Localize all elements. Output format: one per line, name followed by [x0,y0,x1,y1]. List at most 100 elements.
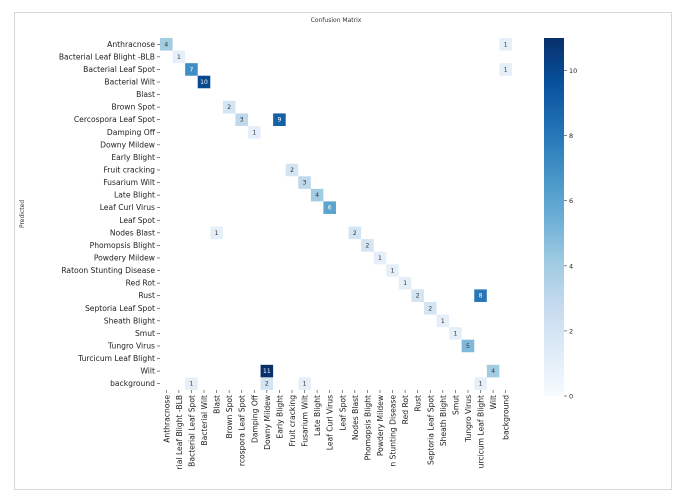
y-tick-label: Fruit cracking [103,165,155,174]
cell-value-label: 1 [403,280,407,287]
cell-value-label: 8 [479,293,483,300]
y-tick-label: Smut [135,329,155,338]
cell-value-label: 9 [278,117,282,124]
cell-value-label: 11 [263,368,271,375]
heatmap-cell [285,163,299,177]
x-tick-label: Tungro Virus [464,395,473,443]
heatmap-cell [499,63,512,76]
x-tick-label: Leaf Spot [338,395,347,431]
cell-value-label: 1 [441,318,445,325]
x-tick-label: Nodes Blast [351,395,360,440]
cell-value-label: 2 [227,104,231,111]
y-tick-label: Bacterial Wilt [104,77,155,86]
chart-title: Confusion Matrix [311,17,362,24]
x-tick-label: Downy Mildew [263,395,272,450]
heatmap-cell [373,251,387,265]
cell-value-label: 1 [303,381,307,388]
cell-value-label: 1 [391,268,395,275]
colorbar-tick-label: 2 [569,327,573,335]
cell-value-label: 5 [466,343,470,350]
heatmap-cell [386,264,399,277]
colorbar-tick-label: 4 [569,262,573,270]
x-tick-labels: Anthracnose rial Leaf Blight -BLB Bacteria… [162,389,511,470]
y-tick-label: Early Blight [111,153,155,162]
heatmap-cell [499,38,512,51]
cell-value-label: 1 [215,230,219,237]
x-tick-label: Bacterial Wilt [200,395,209,446]
colorbar-tick-label: 8 [569,132,573,140]
x-tick-label: Bacterial Leaf Spot [187,395,196,467]
heatmap-cell [185,63,198,76]
heatmap-cell [197,75,211,89]
x-tick-label: Sheath Blight [439,395,448,446]
y-tick-label: Fusarium Wilt [103,178,155,187]
cell-value-label: 1 [252,129,256,136]
colorbar: 0 2 4 6 8 10 [544,38,577,401]
cell-value-label: 1 [453,330,457,337]
x-tick-label: rcospora Leaf Spot [238,395,247,466]
x-tick-label: Damping Off [250,394,259,443]
heatmap-cell [210,226,223,240]
heatmap-cell [172,50,186,64]
x-tick-label: rial Leaf Blight -BLB [175,395,184,470]
heatmap-cell [260,364,274,378]
figure-frame [14,12,672,490]
heatmap-cell [474,377,487,390]
y-tick-labels: Anthracnose Bacterial Leaf Blight -BLB Bac… [59,40,160,388]
heatmap-cell [222,100,236,114]
cell-value-label: 1 [190,381,194,388]
y-tick-label: Brown Spot [111,103,155,112]
x-tick-label: Powdery Mildew [376,395,385,456]
heatmap-cell [423,301,437,315]
heatmap-cell [449,327,462,340]
heatmap-cell [247,125,261,139]
cell-value-label: 1 [479,381,483,388]
y-axis-label: Predicted [19,200,26,228]
y-tick-label: Cercospora Leaf Spot [74,115,155,124]
x-tick-label: Rust [414,395,423,412]
x-tick-label: Anthracnose [162,395,171,443]
x-tick-label: Septoria Leaf Spot [426,395,435,465]
y-tick-label: Leaf Curl Virus [100,203,155,212]
cell-value-label: 1 [378,255,382,262]
x-tick-label: Smut [451,395,460,415]
x-tick-label: Fruit cracking [288,395,297,447]
cell-value-label: 3 [303,180,307,187]
cell-value-label: 1 [177,54,181,61]
y-tick-label: Bacterial Leaf Blight -BLB [59,52,155,61]
x-tick-label: Leaf Curl Virus [326,395,335,450]
heatmap-cell [298,377,311,390]
x-tick-label: Blast [213,395,222,414]
heatmap-cell [436,314,450,328]
y-tick-label: Phomopsis Blight [90,241,155,250]
y-tick-label: Tungro Virus [107,341,155,350]
heatmap-cell [310,188,324,202]
cell-value-label: 6 [328,205,332,212]
heatmap-cell [298,176,311,189]
y-tick-label: Turcicum Leaf Blight [77,354,155,363]
heatmap-cell [474,289,487,302]
cell-value-label: 2 [265,381,269,388]
x-tick-label: Early Blight [275,395,284,439]
x-tick-label: Wilt [489,395,498,410]
cell-value-label: 4 [491,368,495,375]
heatmap-cell [411,289,424,302]
cell-value-label: 2 [290,167,294,174]
y-tick-label: Septoria Leaf Spot [85,304,155,313]
y-tick-label: Red Rot [126,279,155,288]
heatmap-cell [486,364,500,378]
cell-value-label: 4 [315,192,319,199]
heatmap-cell [260,377,274,390]
cell-value-label: 10 [200,79,208,86]
y-tick-label: Late Blight [114,191,155,200]
cell-value-label: 2 [365,242,369,249]
cell-value-label: 4 [164,41,168,48]
y-tick-label: Wilt [140,367,155,376]
y-tick-label: Sheath Blight [104,316,155,325]
heatmap-cell [323,201,336,214]
heatmap-cell [461,339,475,353]
heatmap-cell [185,377,198,390]
colorbar-tick-label: 6 [569,197,573,205]
